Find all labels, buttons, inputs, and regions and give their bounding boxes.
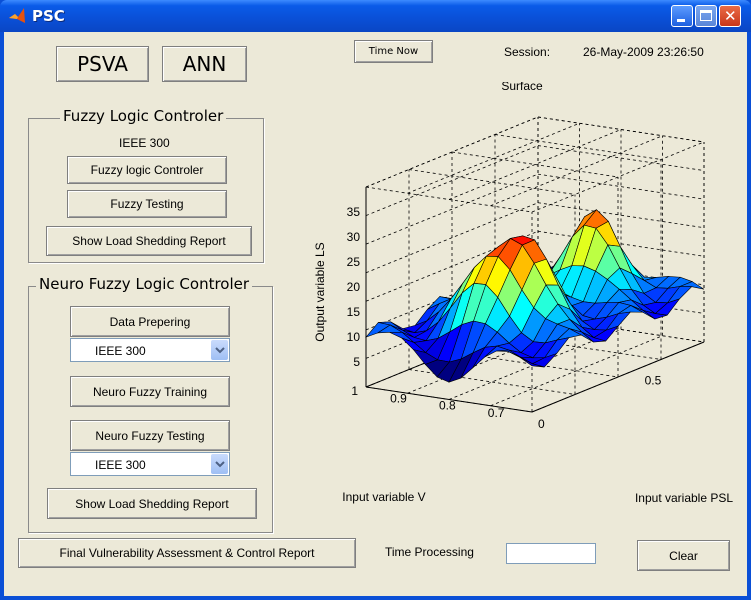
system-select-2[interactable]: IEEE 300: [70, 452, 230, 476]
clear-button[interactable]: Clear: [637, 540, 730, 571]
grid-line: [494, 334, 662, 360]
client-area: PSVA ANN Time Now Session: 26-May-2009 2…: [4, 32, 747, 596]
neuro-fuzzy-testing-button[interactable]: Neuro Fuzzy Testing: [70, 420, 230, 451]
grid-line: [408, 369, 576, 395]
grid-line: [537, 230, 705, 257]
y-axis-label: Input variable PSL: [635, 491, 733, 505]
grid-line: [531, 141, 705, 213]
y-tick-label: 0.5: [645, 374, 662, 388]
grid-line: [537, 116, 705, 143]
z-tick-label: 10: [347, 330, 361, 344]
session-value: 26-May-2009 23:26:50: [583, 45, 704, 59]
fuzzy-testing-button[interactable]: Fuzzy Testing: [67, 190, 227, 218]
window-title: PSC: [32, 7, 65, 25]
session-label: Session:: [504, 45, 551, 59]
grid-line: [407, 122, 580, 194]
x-tick-label: 1: [351, 384, 358, 398]
final-report-button[interactable]: Final Vulnerability Assessment & Control…: [18, 538, 356, 568]
grid-line: [490, 135, 663, 207]
psva-button[interactable]: PSVA: [56, 46, 149, 82]
title-bar[interactable]: PSC ✕: [0, 0, 751, 32]
fuzzy-system-label: IEEE 300: [119, 136, 170, 150]
data-preparing-button[interactable]: Data Prepering: [70, 306, 230, 337]
y-tick-label: 0: [538, 417, 545, 431]
fuzzy-show-report-button[interactable]: Show Load Shedding Report: [46, 226, 252, 256]
grid-line: [365, 145, 539, 216]
z-tick-label: 30: [347, 230, 361, 244]
surface-patch: [519, 357, 545, 368]
x-axis-label: Input variable V: [342, 490, 425, 504]
time-now-button[interactable]: Time Now: [354, 40, 433, 63]
grid-line: [537, 316, 705, 343]
grid-line: [494, 134, 662, 160]
z-tick-label: 5: [353, 355, 360, 369]
neuro-fuzzy-training-button[interactable]: Neuro Fuzzy Training: [70, 376, 230, 407]
grid-line: [365, 173, 539, 245]
x-axis-line: [365, 386, 533, 413]
neuro-fuzzy-group-label: Neuro Fuzzy Logic Controler: [36, 275, 253, 293]
grid-line: [451, 351, 619, 378]
time-processing-label: Time Processing: [385, 545, 474, 559]
fuzzy-logic-group-label: Fuzzy Logic Controler: [60, 107, 227, 125]
x-tick-label: 0.8: [439, 399, 456, 413]
grid-line: [537, 173, 705, 200]
neuro-show-report-button[interactable]: Show Load Shedding Report: [47, 488, 257, 519]
x-tick-label: 0.7: [488, 406, 505, 420]
z-tick-label: 35: [347, 205, 361, 219]
system-select-1[interactable]: IEEE 300: [70, 338, 230, 362]
grid-line: [490, 335, 663, 407]
grid-line: [365, 259, 539, 331]
time-processing-field[interactable]: [506, 543, 596, 564]
z-tick-label: 15: [347, 305, 361, 319]
close-glyph: ✕: [724, 7, 737, 25]
y-axis-line: [531, 341, 705, 413]
x-tick-label: 0.9: [390, 391, 407, 405]
plot-labels: Surface 5 10 15 20 25 30 35 1 0.9 0.8 0.7 0 0.5 Input …: [313, 82, 733, 505]
surface-mesh: [365, 209, 705, 383]
z-tick-label: 25: [347, 255, 361, 269]
matlab-icon: [9, 8, 25, 23]
chevron-down-icon[interactable]: [211, 340, 228, 360]
fuzzy-logic-controller-button[interactable]: Fuzzy logic Controler: [67, 156, 227, 184]
grid-line: [537, 145, 705, 171]
ann-button[interactable]: ANN: [162, 46, 247, 82]
surface-plot: Surface 5 10 15 20 25 30 35 1 0.9 0.8 0.7 0 0.5 Input …: [313, 82, 733, 505]
plot-title: Surface: [501, 82, 543, 93]
system-select-1-value: IEEE 300: [95, 344, 146, 358]
maximize-icon[interactable]: [695, 5, 717, 27]
grid-line: [448, 129, 622, 200]
z-tick-label: 20: [347, 280, 361, 294]
system-select-2-value: IEEE 300: [95, 458, 146, 472]
grid-line: [365, 186, 533, 213]
grid-line: [451, 151, 619, 178]
close-icon[interactable]: ✕: [719, 5, 741, 27]
grid-line: [408, 169, 576, 195]
grid-line: [407, 322, 580, 394]
z-axis-label: Output variable LS: [313, 242, 327, 341]
grid-line: [537, 202, 705, 229]
minimize-icon[interactable]: [671, 5, 693, 27]
grid-line: [537, 288, 705, 314]
chevron-down-icon[interactable]: [211, 454, 228, 474]
